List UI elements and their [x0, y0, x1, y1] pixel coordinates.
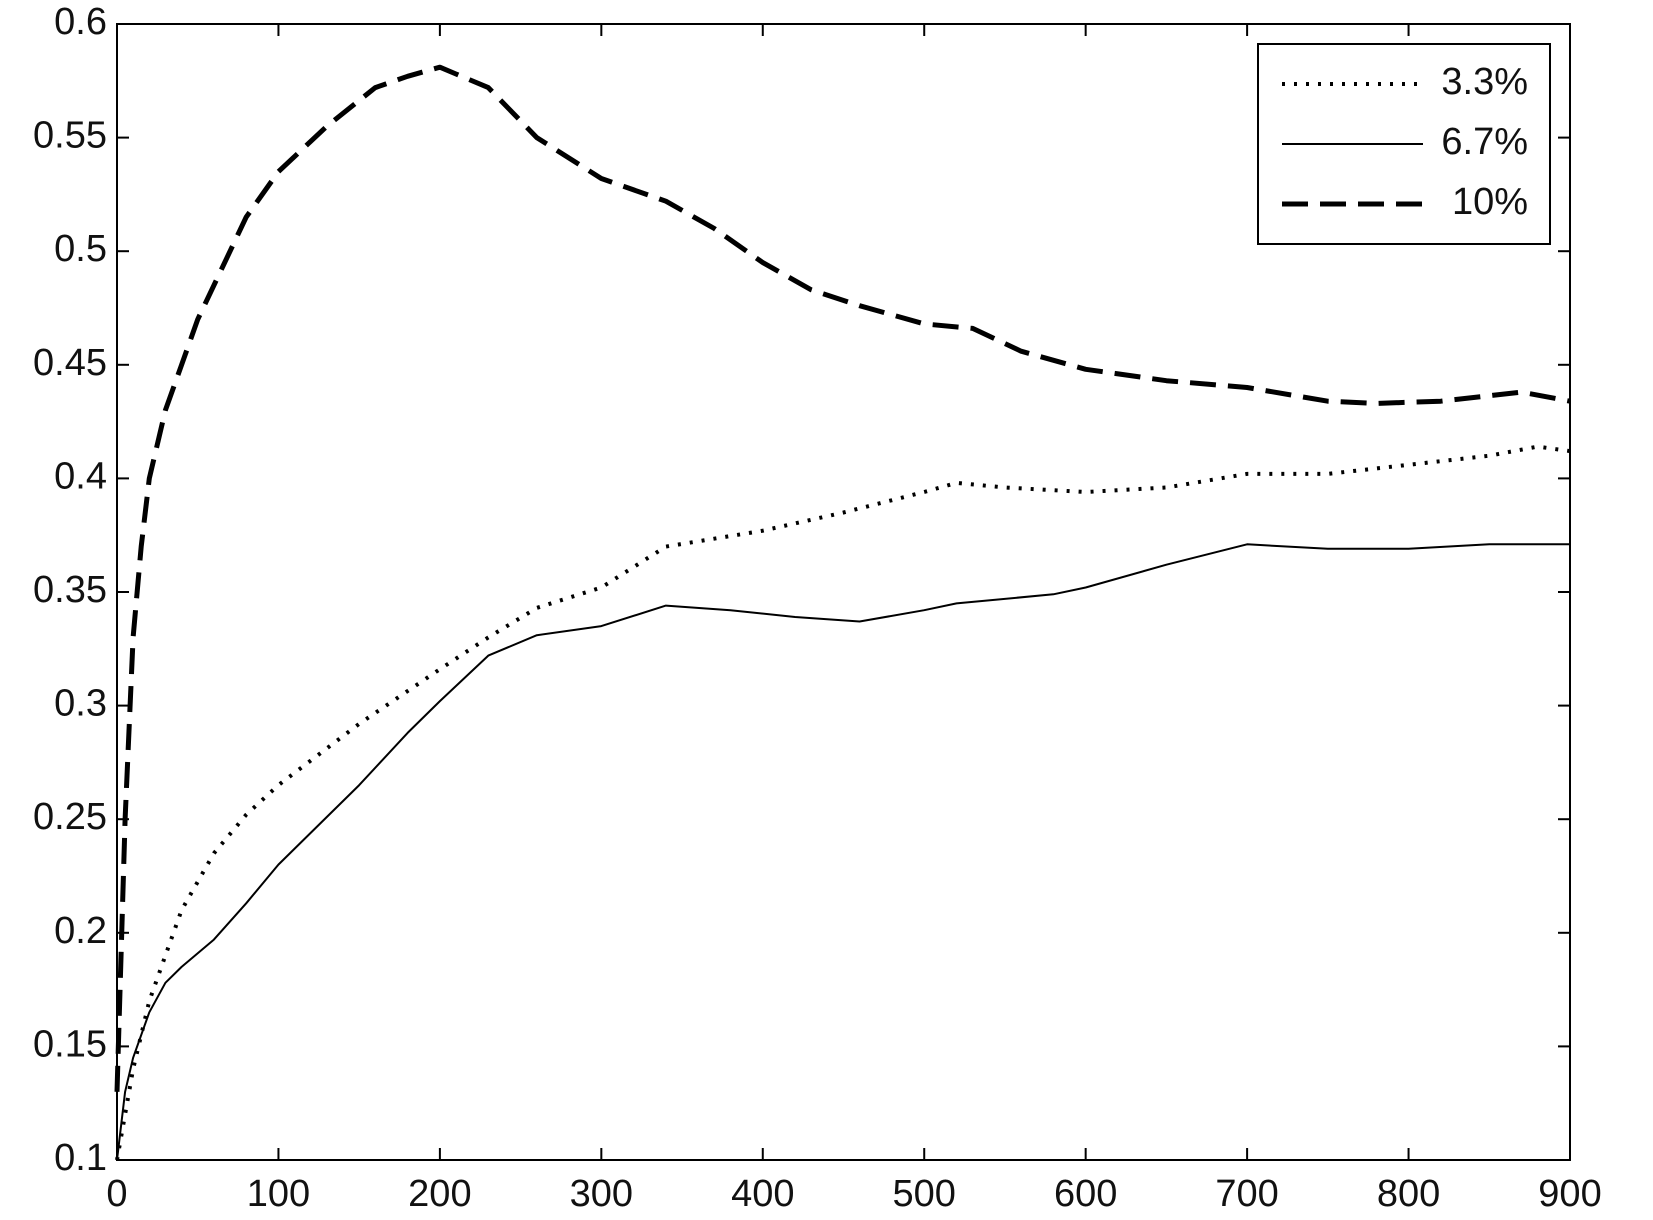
y-tick-label: 0.1 [54, 1137, 107, 1179]
legend-label: 10% [1452, 181, 1528, 223]
y-tick-label: 0.25 [33, 796, 107, 838]
x-tick-label: 0 [106, 1173, 127, 1215]
x-tick-label: 400 [731, 1173, 794, 1215]
x-tick-label: 800 [1377, 1173, 1440, 1215]
x-tick-label: 900 [1538, 1173, 1601, 1215]
y-tick-label: 0.3 [54, 683, 107, 725]
y-tick-label: 0.6 [54, 1, 107, 43]
x-tick-label: 500 [893, 1173, 956, 1215]
x-tick-label: 200 [408, 1173, 471, 1215]
y-tick-label: 0.15 [33, 1023, 107, 1065]
x-tick-label: 300 [570, 1173, 633, 1215]
y-tick-label: 0.4 [54, 455, 107, 497]
legend-label: 6.7% [1441, 121, 1528, 163]
y-tick-label: 0.35 [33, 569, 107, 611]
y-tick-label: 0.55 [33, 115, 107, 157]
x-tick-label: 700 [1215, 1173, 1278, 1215]
series-line [114, 64, 1571, 1092]
y-tick-label: 0.5 [54, 228, 107, 270]
series-line [116, 543, 1570, 1161]
y-tick-label: 0.45 [33, 342, 107, 384]
y-tick-label: 0.2 [54, 910, 107, 952]
x-tick-label: 100 [247, 1173, 310, 1215]
x-tick-label: 600 [1054, 1173, 1117, 1215]
legend-label: 3.3% [1441, 61, 1528, 103]
